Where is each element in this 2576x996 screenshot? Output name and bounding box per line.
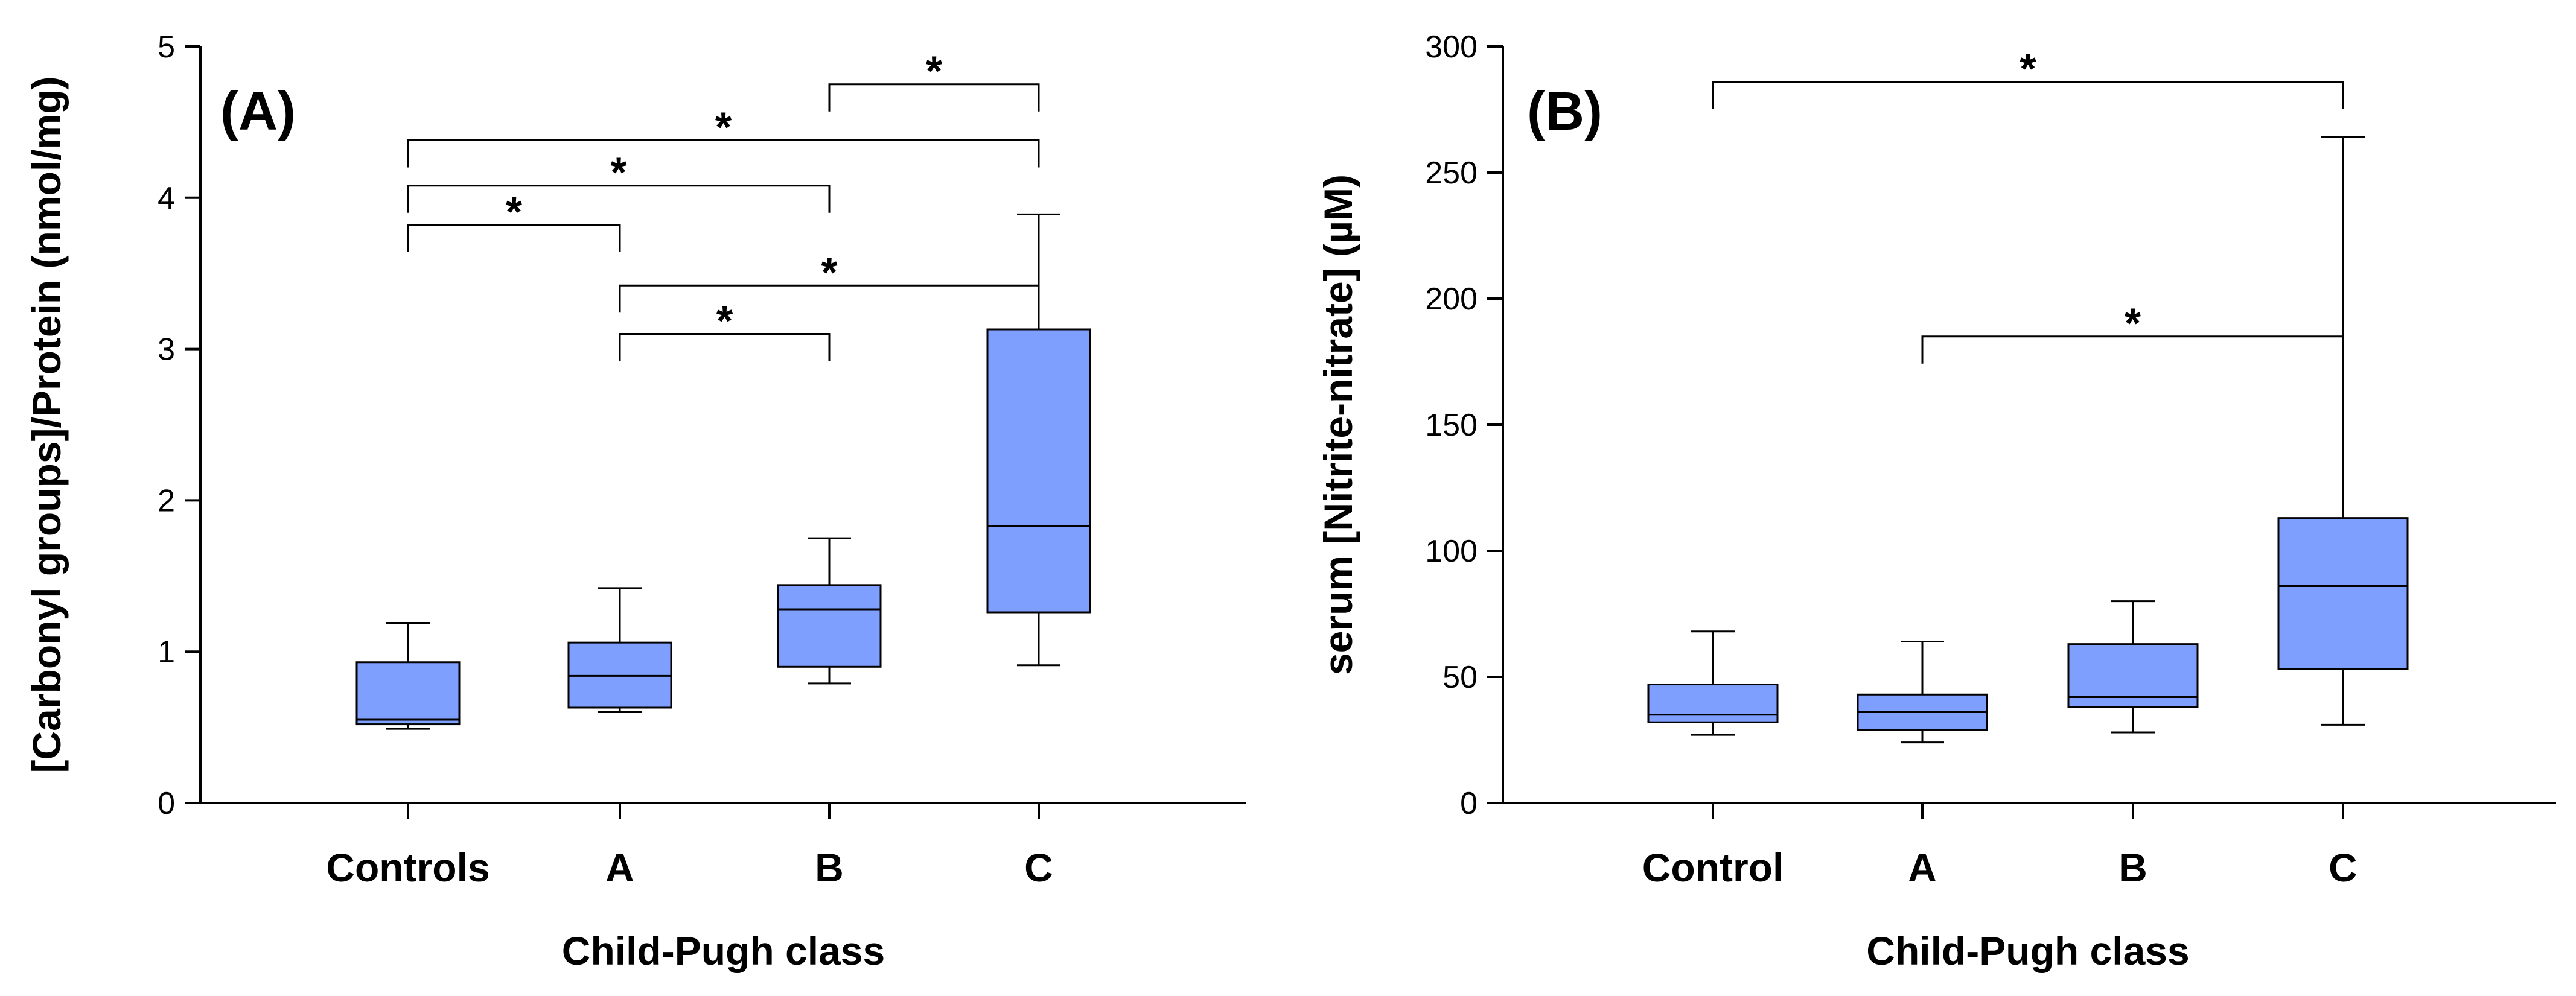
x-tick-label: C bbox=[1024, 845, 1053, 890]
y-tick-label: 300 bbox=[1425, 30, 1478, 65]
x-tick-label: A bbox=[1908, 845, 1937, 890]
x-tick-label: B bbox=[2119, 845, 2147, 890]
y-tick-label: 1 bbox=[158, 635, 175, 670]
box-iqr bbox=[777, 584, 882, 668]
box-iqr bbox=[986, 328, 1091, 614]
y-tick-label: 2 bbox=[158, 483, 175, 518]
x-tick-label: Controls bbox=[326, 845, 489, 890]
bracket-line bbox=[828, 83, 1040, 112]
bracket-line bbox=[619, 284, 1040, 313]
panel-label: (A) bbox=[220, 81, 296, 142]
box-a bbox=[1857, 640, 1988, 744]
y-tick-label: 0 bbox=[158, 786, 175, 821]
box-iqr bbox=[355, 661, 461, 726]
y-tick-label: 50 bbox=[1443, 660, 1478, 695]
bracket-line bbox=[1921, 335, 2344, 364]
y-tick-label: 0 bbox=[1460, 786, 1478, 821]
x-tick-label: B bbox=[815, 845, 844, 890]
box-a bbox=[567, 587, 672, 714]
significance-bracket: * bbox=[407, 103, 1040, 168]
significance-bracket: * bbox=[407, 149, 831, 213]
x-axis-title: Child-Pugh class bbox=[1866, 928, 2189, 973]
significance-star: * bbox=[716, 297, 733, 344]
x-axis-title: Child-Pugh class bbox=[562, 928, 885, 973]
y-axis-title: [Carbonyl groups]/Protein (nmol/mg) bbox=[24, 77, 69, 773]
panel-a: 0 1 2 3 4 5 Controls A B C * * * * * * (A) Child-Pugh cla… bbox=[24, 30, 1246, 973]
box-b bbox=[777, 537, 882, 685]
significance-bracket: * bbox=[828, 48, 1040, 112]
significance-star: * bbox=[926, 48, 943, 95]
panel-b: 0 50 100 150 200 250 300 Control A B C * * (B) Child-P… bbox=[1316, 30, 2556, 973]
x-tick-label: Control bbox=[1642, 845, 1784, 890]
significance-bracket: * bbox=[1921, 300, 2344, 364]
bracket-line bbox=[407, 139, 1040, 168]
y-tick-label: 100 bbox=[1425, 534, 1478, 569]
box-iqr bbox=[2277, 517, 2409, 670]
x-tick-label: C bbox=[2329, 845, 2358, 890]
significance-star: * bbox=[2020, 45, 2036, 92]
bracket-line bbox=[407, 185, 831, 213]
significance-star: * bbox=[506, 188, 523, 235]
significance-star: * bbox=[821, 249, 838, 296]
y-tick-label: 250 bbox=[1425, 156, 1478, 191]
y-tick-label: 150 bbox=[1425, 408, 1478, 443]
y-axis-title: serum [Nitrite-nitrate] (µM) bbox=[1316, 174, 1360, 675]
box-b bbox=[2067, 600, 2199, 734]
y-tick-label: 200 bbox=[1425, 282, 1478, 317]
x-tick-label: A bbox=[605, 845, 634, 890]
significance-bracket: * bbox=[1712, 45, 2344, 109]
box-control bbox=[1647, 630, 1779, 736]
box-controls bbox=[355, 622, 461, 730]
box-iqr bbox=[1647, 684, 1779, 723]
bracket-line bbox=[407, 224, 621, 252]
bracket-line bbox=[619, 333, 831, 361]
y-tick-label: 4 bbox=[158, 181, 175, 216]
box-c bbox=[986, 213, 1091, 667]
significance-star: * bbox=[2125, 300, 2141, 347]
panel-label: (B) bbox=[1527, 81, 1602, 142]
box-c bbox=[2277, 136, 2409, 726]
significance-star: * bbox=[610, 149, 627, 196]
y-tick-label: 3 bbox=[158, 332, 175, 367]
significance-bracket: * bbox=[407, 188, 621, 252]
significance-star: * bbox=[715, 103, 732, 150]
significance-bracket: * bbox=[619, 249, 1040, 313]
bracket-line bbox=[1712, 81, 2344, 109]
y-tick-label: 5 bbox=[158, 30, 175, 65]
significance-bracket: * bbox=[619, 297, 831, 361]
